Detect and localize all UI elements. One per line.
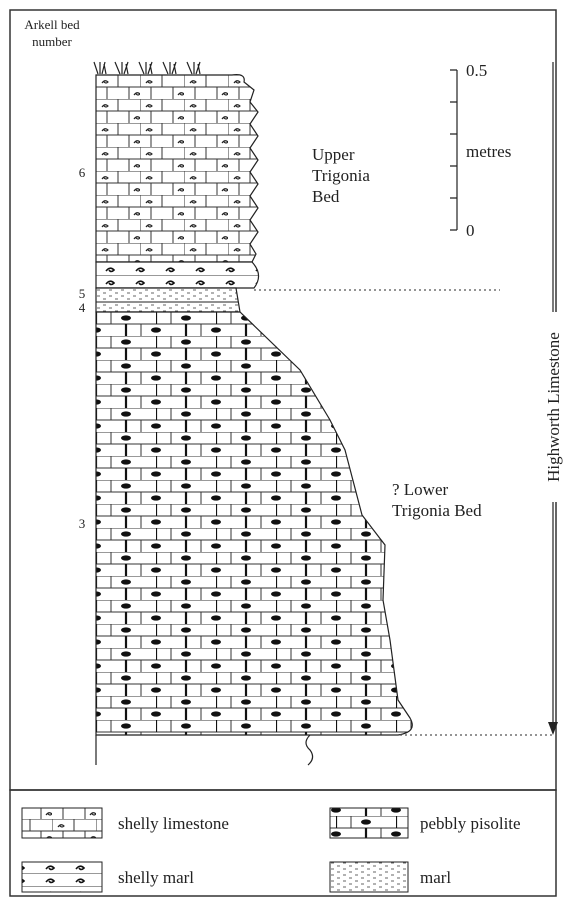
legend-swatch	[22, 808, 102, 838]
base-lines	[96, 735, 313, 765]
bed-name: Bed	[312, 187, 340, 206]
marl-bed	[96, 288, 240, 312]
legend-label: shelly marl	[118, 868, 194, 887]
legend-swatch	[22, 862, 102, 892]
header-line: number	[32, 34, 72, 49]
diagram: Arkell bed number 6 5 4 3 Upper Trigonia…	[0, 0, 568, 906]
formation-label: Highworth Limestone	[544, 332, 563, 482]
scale-label: 0.5	[466, 61, 487, 80]
bed-name: ? Lower	[392, 480, 449, 499]
legend-label: pebbly pisolite	[420, 814, 521, 833]
bed-name: Upper	[312, 145, 355, 164]
bed-number: 6	[79, 165, 86, 180]
bed-number: 3	[79, 516, 86, 531]
legend-label: marl	[420, 868, 451, 887]
bed-name: Trigonia Bed	[392, 501, 482, 520]
bed-number: 4	[79, 300, 86, 315]
shelly-limestone-bed	[96, 75, 258, 262]
legend-swatch	[330, 808, 408, 838]
header-line: Arkell bed	[24, 17, 80, 32]
legend-swatch	[330, 862, 408, 892]
bed-name: Trigonia	[312, 166, 370, 185]
bed-number: 5	[79, 286, 86, 301]
legend-label: shelly limestone	[118, 814, 229, 833]
pebbly-pisolite-bed	[96, 312, 412, 735]
scale-bar	[450, 70, 457, 230]
scale-label: 0	[466, 221, 475, 240]
shelly-marl-bed	[96, 262, 259, 288]
soil-tufts	[94, 62, 200, 74]
scale-unit: metres	[466, 142, 511, 161]
